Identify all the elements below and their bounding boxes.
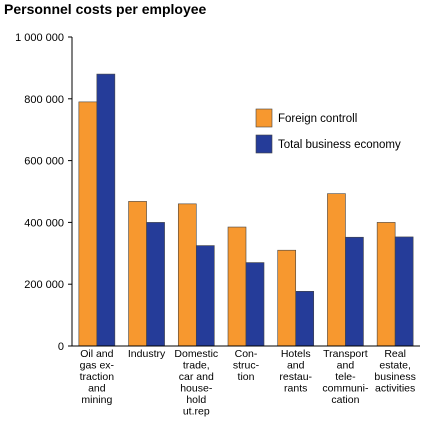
legend-swatch <box>255 134 273 154</box>
bar-foreign-controll <box>227 226 247 347</box>
legend-label: Foreign controll <box>278 113 357 125</box>
bar-foreign-controll <box>277 249 297 347</box>
x-tick-label-line: rants <box>284 383 307 395</box>
x-tick-label-line: and <box>287 360 305 372</box>
x-tick-label-line: communi- <box>322 383 369 395</box>
bar-foreign-controll <box>177 203 197 347</box>
bars <box>72 73 420 347</box>
x-tick-label-line: Transport <box>323 348 368 360</box>
x-tick-label-line: ut.rep <box>183 406 210 418</box>
y-tick-label: 800 000 <box>24 94 64 106</box>
bar-total-business-economy <box>295 291 315 347</box>
x-tick-label-line: restau- <box>279 371 312 383</box>
x-tick-label-line: house- <box>180 383 213 395</box>
legend-swatch <box>255 108 273 128</box>
x-tick-label: Hotels and restau-rants <box>279 348 312 395</box>
x-tick-label-line: Oil and <box>80 348 113 360</box>
x-tick-label-line: and <box>88 383 106 395</box>
x-tick-label: Domestic trade, car and house-hold ut.rep <box>174 348 218 418</box>
x-tick-label-line: Con- <box>235 348 258 360</box>
x-tick-label-line: Domestic <box>174 348 218 360</box>
x-tick-label: Industry <box>128 348 166 360</box>
x-tick-label-line: traction <box>80 371 115 383</box>
x-tick-label-line: activities <box>375 383 415 395</box>
x-tick-label: Transport and tele-communi-cation <box>322 348 369 406</box>
y-tick-label: 400 000 <box>24 217 64 229</box>
chart-title: Personnel costs per employee <box>4 1 207 17</box>
bar-foreign-controll <box>327 193 346 347</box>
x-tick-label-line: business <box>374 371 415 383</box>
x-tick-label-line: car and <box>179 371 214 383</box>
y-axis: 0 200 000 400 000 600 000 800 000 1 000 000 <box>15 32 73 353</box>
bar-foreign-controll <box>128 201 147 347</box>
bar-total-business-economy <box>195 245 215 347</box>
x-tick-label-line: mining <box>81 394 112 406</box>
y-tick-label: 1 000 000 <box>15 32 64 44</box>
y-tick-label: 200 000 <box>24 279 64 291</box>
y-tick-label: 600 000 <box>24 156 64 168</box>
bar-total-business-economy <box>245 262 265 347</box>
x-tick-label-line: gas ex- <box>80 360 115 372</box>
bar-foreign-controll <box>376 222 396 347</box>
x-tick-label-line: estate, <box>379 360 411 372</box>
bar-total-business-economy <box>345 236 364 347</box>
bar-foreign-controll <box>78 101 98 347</box>
x-tick-label: Oil and gas ex-traction and mining <box>80 348 115 406</box>
bar-total-business-economy <box>394 236 414 347</box>
x-tick-label-line: and <box>337 360 355 372</box>
y-tick-label: 0 <box>58 341 64 353</box>
x-tick-label-line: trade, <box>183 360 210 372</box>
x-tick-label-line: Hotels <box>281 348 311 360</box>
bar-total-business-economy <box>146 222 165 347</box>
bar-total-business-economy <box>96 73 116 347</box>
x-tick-label-line: cation <box>331 394 359 406</box>
x-tick-label-line: hold <box>186 394 206 406</box>
x-tick-label-line: tele- <box>335 371 356 383</box>
x-tick-label: Real estate, business activities <box>374 348 415 395</box>
x-tick-label-line: Real <box>384 348 406 360</box>
x-tick-label-line: Industry <box>128 348 166 360</box>
legend: Foreign controll Total business economy <box>255 108 401 154</box>
x-tick-label: Con-struc-tion <box>233 348 260 383</box>
x-tick-label-line: struc- <box>233 360 260 372</box>
legend-label: Total business economy <box>278 139 401 151</box>
x-tick-label-line: tion <box>238 371 255 383</box>
